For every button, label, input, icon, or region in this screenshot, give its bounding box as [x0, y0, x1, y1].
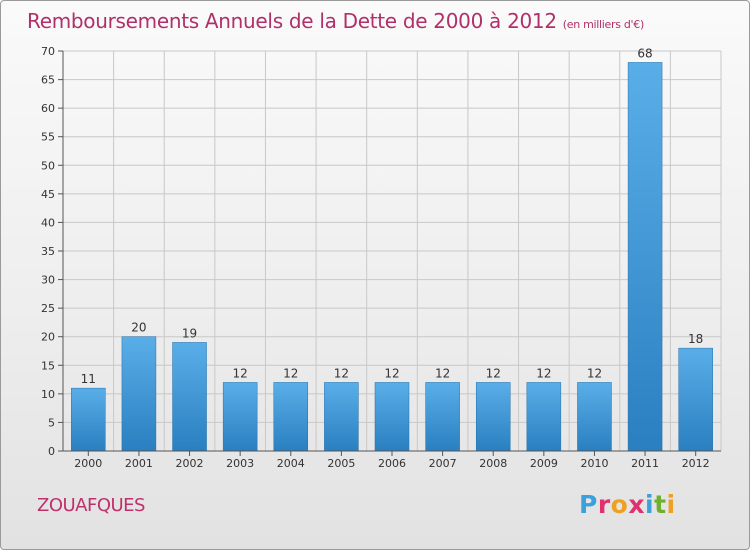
value-label: 12	[486, 366, 501, 380]
logo-letter: i	[645, 490, 655, 519]
chart-title: Remboursements Annuels de la Dette de 20…	[27, 9, 644, 33]
y-tick-label: 5	[48, 416, 55, 429]
logo-letter: o	[610, 490, 629, 519]
bar	[577, 382, 612, 452]
value-label: 12	[283, 366, 298, 380]
y-tick-label: 30	[41, 274, 55, 287]
x-tick-label: 2000	[74, 457, 102, 470]
chart-title-text: Remboursements Annuels de la Dette de 20…	[27, 9, 557, 33]
value-label: 12	[384, 366, 399, 380]
x-tick-label: 2005	[327, 457, 355, 470]
x-tick-label: 2002	[176, 457, 204, 470]
value-label: 12	[536, 366, 551, 380]
x-tick-label: 2010	[580, 457, 608, 470]
bar	[324, 382, 359, 452]
y-tick-label: 50	[41, 159, 55, 172]
x-tick-label: 2012	[682, 457, 710, 470]
y-tick-label: 65	[41, 74, 55, 87]
logo-letter: x	[628, 490, 645, 519]
value-label: 12	[233, 366, 248, 380]
value-label: 11	[81, 372, 96, 386]
y-tick-label: 40	[41, 216, 55, 229]
value-label: 68	[637, 46, 652, 60]
logo-letter: r	[597, 490, 611, 519]
value-label: 19	[182, 326, 197, 340]
x-tick-label: 2003	[226, 457, 254, 470]
x-tick-label: 2001	[125, 457, 153, 470]
y-tick-label: 20	[41, 331, 55, 344]
x-tick-label: 2011	[631, 457, 659, 470]
unit-label: (en milliers d'€)	[562, 18, 644, 31]
y-tick-label: 25	[41, 302, 55, 315]
logo-letter: P	[579, 490, 598, 519]
bar	[526, 382, 562, 452]
value-label: 12	[435, 366, 450, 380]
bar	[121, 336, 157, 452]
town-name: ZOUAFQUES	[37, 495, 145, 516]
logo-letter: i	[666, 490, 676, 519]
y-tick-label: 0	[48, 445, 55, 458]
value-label: 18	[688, 332, 703, 346]
x-tick-label: 2009	[530, 457, 558, 470]
bar	[475, 382, 511, 452]
bar	[678, 347, 713, 452]
value-label: 12	[587, 366, 602, 380]
y-tick-label: 15	[41, 359, 55, 372]
bar	[172, 342, 207, 452]
x-tick-label: 2008	[479, 457, 507, 470]
bar	[627, 62, 663, 452]
y-tick-label: 35	[41, 245, 55, 258]
x-tick-label: 2007	[429, 457, 457, 470]
y-tick-label: 60	[41, 102, 55, 115]
x-tick-label: 2006	[378, 457, 406, 470]
bar	[71, 387, 106, 452]
logo-letter: t	[654, 490, 667, 519]
x-tick-label: 2004	[277, 457, 305, 470]
bar	[222, 382, 258, 452]
y-tick-label: 55	[41, 131, 55, 144]
y-tick-label: 70	[41, 45, 55, 58]
value-label: 20	[131, 321, 146, 335]
bar	[374, 382, 410, 452]
y-tick-label: 45	[41, 188, 55, 201]
y-tick-label: 10	[41, 388, 55, 401]
bar	[425, 382, 460, 452]
bar	[273, 382, 309, 452]
value-label: 12	[334, 366, 349, 380]
